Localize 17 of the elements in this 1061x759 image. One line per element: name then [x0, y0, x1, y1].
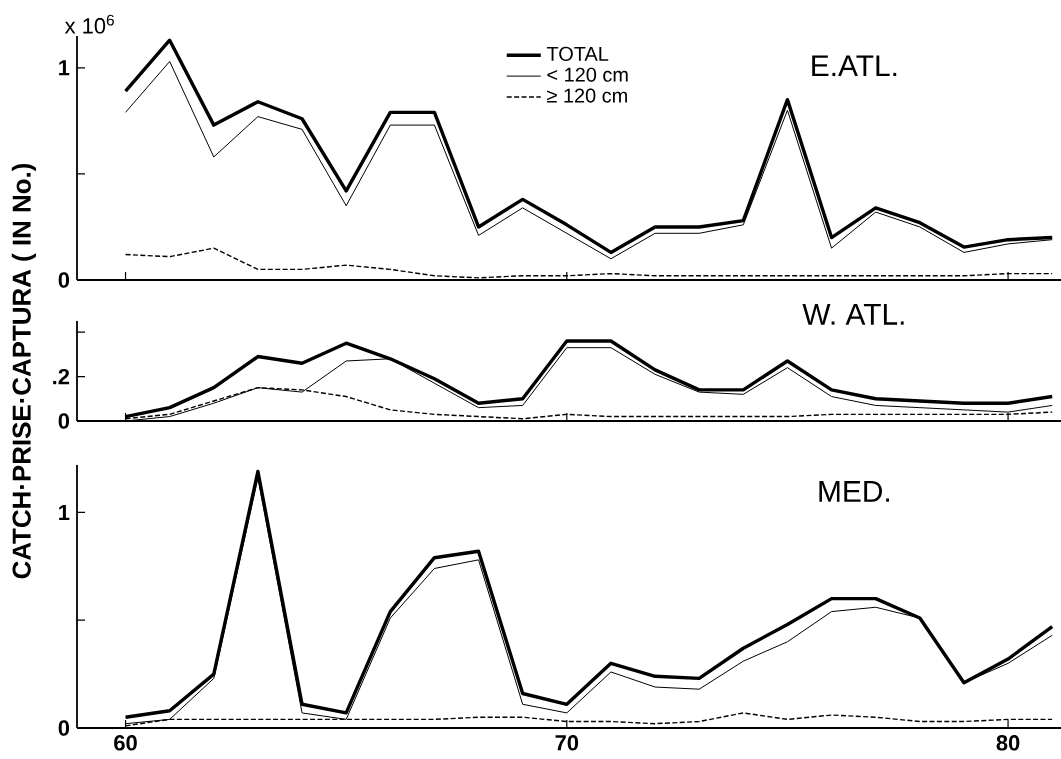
x-tick-label: 70 — [555, 735, 579, 751]
y-tick-label: 0 — [58, 272, 70, 288]
text: x 10$^{6}$ — [64, 14, 114, 34]
x-tick-label: 80 — [996, 735, 1020, 751]
y-tick-label: 1 — [59, 60, 70, 76]
chart-title: MED. — [819, 481, 889, 502]
chart-title: E.ATL. — [812, 55, 897, 77]
legend-label: ≥ 120 cm — [547, 88, 627, 103]
x-tick-label: 60 — [114, 735, 137, 751]
y-tick-label: 0 — [58, 720, 70, 736]
y-axis-title: CATCH·PRISE·CAPTURA ( IN No.) — [11, 163, 36, 579]
legend-label: TOTAL — [546, 46, 609, 61]
legend-label: < 120 cm — [547, 67, 628, 82]
y-tick-label: 1 — [59, 504, 70, 520]
y-tick-label: .2 — [53, 368, 70, 385]
chart-title: W. ATL. — [802, 304, 904, 325]
y-tick-label: 0 — [58, 413, 70, 429]
